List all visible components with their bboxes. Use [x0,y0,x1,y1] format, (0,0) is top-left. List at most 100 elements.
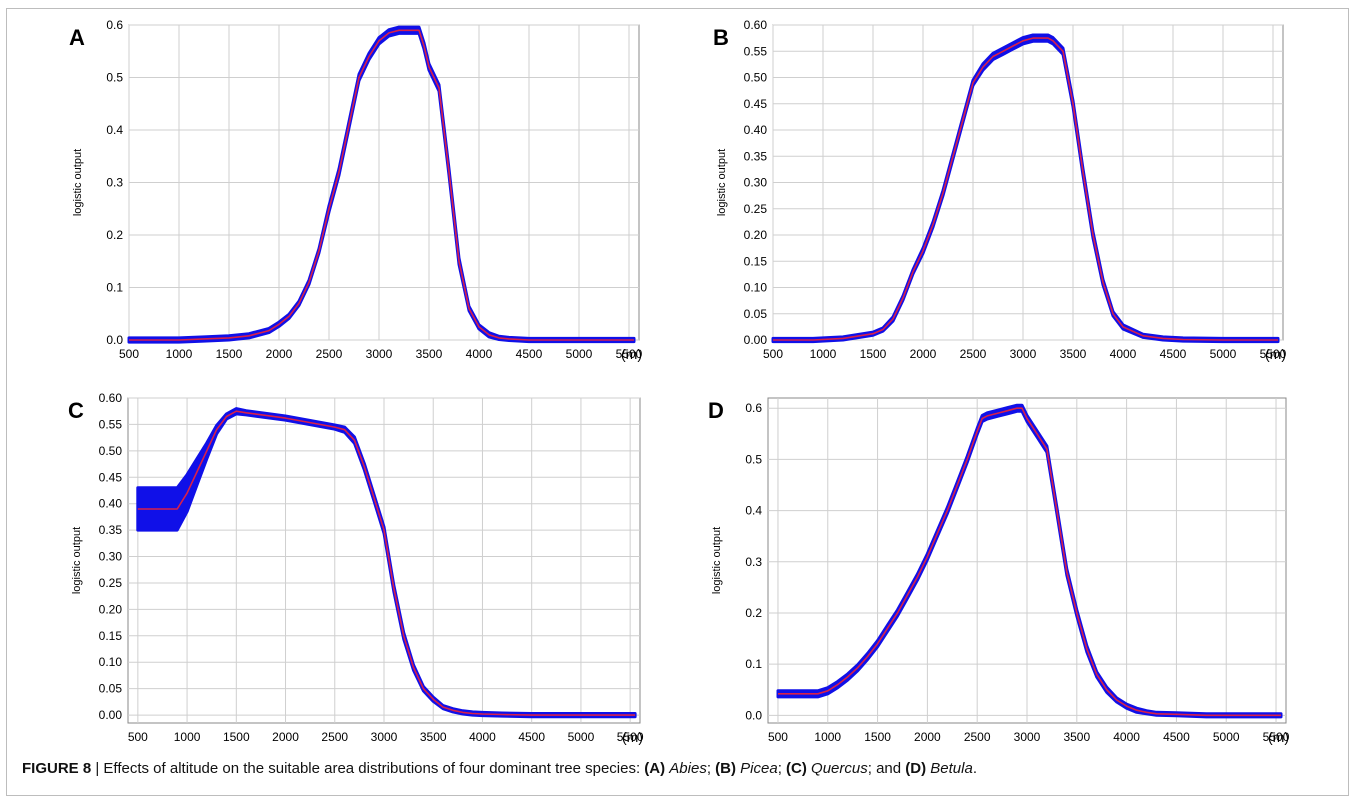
y-tick-label: 0.45 [99,470,123,484]
caption-tag-a: (A) [644,760,666,777]
x-tick-label: 3500 [1060,347,1087,361]
x-tick-label: 4500 [1160,347,1187,361]
x-tick-label: 1500 [223,730,250,744]
panel-letter-c: C [68,398,84,423]
panel-d-chart: 500 1000 1500 2000 2500 3000 3500 4000 4500 5000 5… [708,397,1290,745]
x-tick-label: 1500 [864,730,891,744]
x-tick-label: 2500 [964,730,991,744]
y-tick-label: 0.1 [106,281,123,295]
x-tick-label: 2000 [910,347,937,361]
x-unit-label-c: (m) [622,729,643,745]
y-tick-label: 0.15 [99,629,123,643]
y-tick-label: 0.20 [744,228,768,242]
x-unit-label-b: (m) [1265,346,1286,362]
y-tick-label: 0.25 [99,576,123,590]
x-tick-label: 500 [128,730,148,744]
y-tick-label: 0.60 [744,18,768,32]
x-tick-label: 5500 [1263,730,1290,744]
caption-sep-d: . [972,760,977,777]
caption-name-d: Betula [930,760,973,777]
x-tick-label: 2000 [914,730,941,744]
y-tick-label: 0.15 [744,254,768,268]
y-tick-label: 0.00 [744,333,768,347]
x-tick-label: 4000 [1110,347,1137,361]
x-tick-label: 1000 [174,730,201,744]
y-tick-label: 0.25 [744,202,768,216]
mean-response-line-c [137,410,636,716]
figure-caption: FIGURE 8 | Effects of altitude on the su… [22,760,1342,777]
y-tick-label: 0.00 [99,708,123,722]
x-tick-label: 3000 [366,347,393,361]
y-tick-label: 0.30 [744,176,768,190]
mean-response-line-a [129,29,634,341]
caption-name-a: Abies [669,760,707,777]
x-tick-label: 3500 [1063,730,1090,744]
x-tick-label: 500 [763,347,783,361]
x-tick-label: 1000 [814,730,841,744]
variance-band-d [776,403,1283,719]
y-tick-label: 0.10 [744,281,768,295]
x-tick-label: 1000 [810,347,837,361]
caption-separator: | [91,760,104,777]
caption-tag-d: (D) [905,760,927,777]
y-tick-label: 0.60 [99,391,123,405]
mean-response-line-b [773,37,1278,341]
y-tick-label: 0.4 [106,123,123,137]
y-axis-label-c: logistic output [71,527,83,594]
x-tick-label: 3000 [1014,730,1041,744]
x-tick-label: 4500 [518,730,545,744]
y-tick-label: 0.1 [745,657,762,671]
y-tick-label: 0.10 [99,655,123,669]
x-tick-label: 5500 [1260,347,1287,361]
y-tick-label: 0.40 [99,497,123,511]
x-tick-label: 1500 [216,347,243,361]
panel-a-chart: 500 1000 1500 2000 2500 3000 3500 4000 4500 5000 5… [69,18,643,362]
x-tick-label: 5500 [616,347,643,361]
y-tick-label: 0.5 [106,71,123,85]
y-tick-label: 0.55 [99,417,123,431]
y-tick-label: 0.45 [744,97,768,111]
y-tick-label: 0.5 [745,452,762,466]
x-tick-label: 4000 [466,347,493,361]
panel-letter-b: B [713,25,729,50]
y-tick-label: 0.6 [745,401,762,415]
charts-canvas: 500 1000 1500 2000 2500 3000 3500 4000 4500 5000 5… [68,18,1290,745]
x-tick-label: 4000 [1113,730,1140,744]
caption-sep-a: ; [706,760,716,777]
x-tick-label: 500 [768,730,788,744]
y-tick-label: 0.0 [745,708,762,722]
x-tick-label: 5500 [617,730,644,744]
x-tick-label: 5000 [1213,730,1240,744]
x-tick-label: 3000 [1010,347,1037,361]
y-tick-label: 0.6 [106,18,123,32]
caption-sep-b: ; [777,760,787,777]
x-tick-label: 4500 [1163,730,1190,744]
y-tick-label: 0.30 [99,550,123,564]
y-axis-label-a: logistic output [72,149,84,216]
x-tick-label: 1500 [860,347,887,361]
caption-label: FIGURE 8 [22,760,92,777]
panel-letter-a: A [69,25,85,50]
y-tick-label: 0.3 [106,176,123,190]
x-tick-label: 4500 [516,347,543,361]
caption-name-b: Picea [740,760,778,777]
x-tick-label: 5000 [1210,347,1237,361]
y-tick-label: 0.40 [744,123,768,137]
variance-band-c [136,407,637,719]
x-tick-label: 4000 [469,730,496,744]
panel-b-chart: 500 1000 1500 2000 2500 3000 3500 4000 4500 5000 5… [713,18,1287,362]
y-tick-label: 0.2 [745,606,762,620]
x-tick-label: 5000 [566,347,593,361]
x-unit-label-a: (m) [621,346,642,362]
x-tick-label: 5000 [568,730,595,744]
caption-tag-c: (C) [786,760,807,777]
y-axis-label-b: logistic output [716,149,728,216]
caption-name-c: Quercus [811,760,868,777]
x-tick-label: 2500 [960,347,987,361]
caption-lead: Effects of altitude on the suitable area… [103,760,645,777]
caption-sep-c: ; and [867,760,906,777]
y-tick-label: 0.35 [744,149,768,163]
y-tick-label: 0.3 [745,555,762,569]
x-tick-label: 1000 [166,347,193,361]
